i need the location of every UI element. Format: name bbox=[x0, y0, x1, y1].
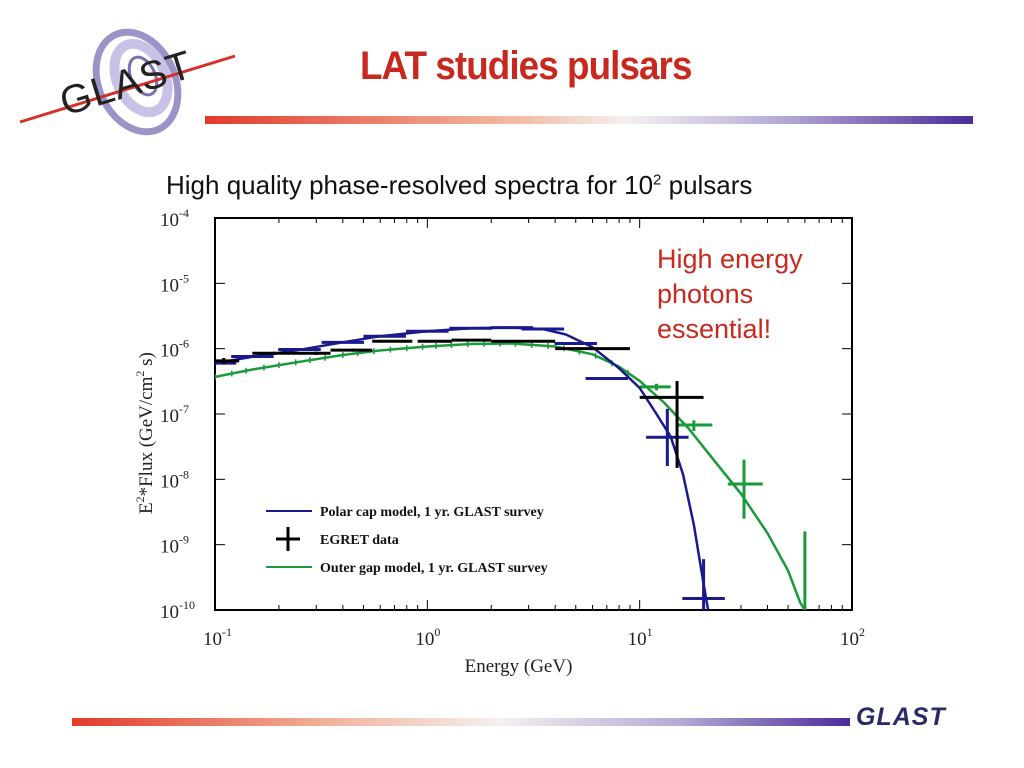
y-label-exponent: 2 bbox=[133, 496, 147, 502]
x-tick-base: 10 bbox=[203, 629, 222, 650]
y-tick-base: 10 bbox=[160, 275, 179, 296]
plot-area bbox=[215, 326, 807, 610]
y-tick-exponent: -8 bbox=[179, 467, 189, 481]
legend-label: EGRET data bbox=[320, 533, 399, 548]
y-label-part: E bbox=[136, 502, 157, 514]
x-tick-label: 101 bbox=[628, 625, 653, 650]
subtitle-tail: pulsars bbox=[661, 170, 753, 200]
glast-logo: GLAST bbox=[19, 28, 236, 136]
footer-divider bbox=[72, 718, 850, 726]
y-tick-exponent: -7 bbox=[179, 402, 189, 416]
y-tick-label: 10-6 bbox=[160, 337, 189, 362]
x-tick-exponent: 0 bbox=[434, 625, 440, 639]
y-tick-label: 10-4 bbox=[160, 206, 189, 231]
outer-gap-curve bbox=[215, 342, 806, 610]
y-label-exponent: 2 bbox=[133, 371, 147, 377]
spectrum-chart: 10-1 100 101 10210-410-510-610-710-810-910-… bbox=[133, 206, 865, 677]
y-tick-exponent: -5 bbox=[179, 271, 189, 285]
y-tick-base: 10 bbox=[160, 406, 179, 427]
note-line-2: photons bbox=[657, 279, 754, 309]
footer-logo: GLAST bbox=[856, 703, 946, 731]
y-label-part: s) bbox=[136, 352, 157, 370]
chart-legend: Polar cap model, 1 yr. GLAST survey EGRET… bbox=[266, 505, 548, 576]
y-tick-base: 10 bbox=[160, 602, 179, 623]
note-line-1: High energy bbox=[657, 244, 803, 274]
y-tick-exponent: -6 bbox=[179, 337, 189, 351]
x-tick-base: 10 bbox=[415, 629, 434, 650]
x-tick-exponent: 2 bbox=[859, 625, 865, 639]
x-axis-label: Energy (GeV) bbox=[465, 656, 573, 677]
note-line-3: essential! bbox=[657, 314, 772, 344]
legend-label: Outer gap model, 1 yr. GLAST survey bbox=[320, 561, 548, 576]
x-tick-exponent: 1 bbox=[647, 625, 653, 639]
legend-label: Polar cap model, 1 yr. GLAST survey bbox=[320, 505, 544, 520]
x-tick-label: 10-1 bbox=[203, 625, 232, 650]
x-tick-label: 102 bbox=[840, 625, 865, 650]
y-tick-exponent: -4 bbox=[179, 206, 189, 220]
x-tick-label: 100 bbox=[415, 625, 440, 650]
y-tick-base: 10 bbox=[160, 537, 179, 558]
y-tick-exponent: -10 bbox=[179, 598, 195, 612]
slide-subtitle: High quality phase-resolved spectra for … bbox=[166, 170, 752, 201]
y-tick-label: 10-10 bbox=[160, 598, 195, 623]
y-tick-label: 10-5 bbox=[160, 271, 189, 296]
header-divider bbox=[205, 116, 973, 124]
y-tick-label: 10-7 bbox=[160, 402, 189, 427]
y-tick-base: 10 bbox=[160, 471, 179, 492]
y-label-part: *Flux (GeV/cm bbox=[136, 376, 157, 496]
plot-frame bbox=[214, 217, 853, 611]
y-tick-exponent: -9 bbox=[179, 533, 189, 547]
annotation-note: High energy photons essential! bbox=[657, 242, 803, 347]
y-tick-label: 10-8 bbox=[160, 467, 189, 492]
y-axis-label: E2*Flux (GeV/cm2 s) bbox=[133, 352, 157, 514]
subtitle-exponent: 2 bbox=[653, 171, 662, 189]
page-title: LAT studies pulsars bbox=[360, 44, 692, 88]
x-tick-base: 10 bbox=[840, 629, 859, 650]
y-tick-base: 10 bbox=[160, 210, 179, 231]
y-tick-label: 10-9 bbox=[160, 533, 189, 558]
x-tick-base: 10 bbox=[628, 629, 647, 650]
subtitle-text: High quality phase-resolved spectra for … bbox=[166, 170, 654, 200]
x-tick-exponent: -1 bbox=[222, 625, 232, 639]
y-tick-base: 10 bbox=[160, 341, 179, 362]
